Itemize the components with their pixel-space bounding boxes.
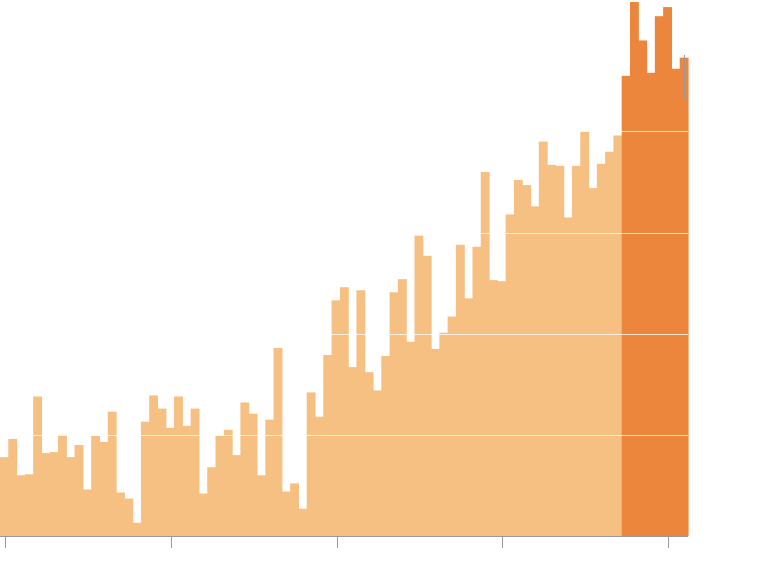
bar-26: [215, 435, 225, 536]
bar-8: [66, 457, 76, 536]
gridlines: [0, 131, 688, 436]
bar-1: [8, 438, 18, 536]
bar-6: [49, 452, 59, 536]
bar-17: [140, 421, 150, 536]
bar-55: [455, 244, 465, 537]
bar-59: [489, 280, 498, 536]
bar-0: [0, 457, 9, 536]
bar-14: [116, 492, 125, 536]
bar-30: [248, 413, 258, 536]
bar-52: [431, 348, 440, 536]
bar-46: [381, 355, 391, 536]
bar-7: [58, 434, 67, 536]
bar-24: [198, 493, 208, 536]
bar-70: [580, 131, 590, 536]
bar-15: [124, 498, 134, 536]
bar-2: [16, 475, 26, 536]
bar-3: [24, 474, 34, 536]
bar-21: [174, 396, 183, 536]
bar-61: [505, 214, 515, 536]
bar-25: [207, 467, 217, 536]
bar-62: [513, 180, 523, 536]
bar-12: [99, 441, 109, 536]
bar-32: [265, 419, 275, 536]
bar-77: [638, 40, 648, 536]
bar-82: [679, 57, 689, 537]
bar-56: [464, 298, 474, 536]
bar-18: [149, 395, 159, 536]
bar-34: [281, 491, 291, 536]
bar-69: [571, 165, 581, 537]
bar-9: [74, 444, 84, 536]
bar-78: [646, 72, 656, 536]
bar-45: [373, 390, 382, 536]
bar-28: [232, 455, 241, 536]
bar-66: [547, 164, 556, 536]
bar-74: [613, 135, 623, 536]
bar-39: [323, 354, 333, 536]
bar-58: [480, 171, 490, 537]
bar-79: [654, 16, 664, 537]
bar-10: [82, 489, 92, 536]
bar-37: [306, 392, 316, 536]
bar-4: [33, 396, 43, 536]
bar-65: [538, 141, 548, 536]
bar-64: [530, 206, 540, 536]
bar-20: [165, 427, 175, 536]
bar-71: [588, 188, 598, 537]
bar-54: [447, 316, 457, 536]
bar-11: [91, 435, 101, 536]
bar-60: [497, 281, 507, 536]
bar-40: [331, 300, 341, 536]
bar-42: [348, 367, 358, 536]
bar-43: [356, 290, 366, 536]
bar-48: [397, 279, 407, 536]
bar-47: [389, 292, 399, 536]
bar-36: [298, 508, 308, 536]
bar-63: [522, 185, 532, 536]
bar-76: [629, 2, 639, 536]
bar-81: [671, 68, 681, 537]
bars-layer: [0, 2, 689, 537]
x-axis: [0, 55, 688, 548]
bar-73: [605, 151, 614, 536]
bar-35: [290, 483, 300, 536]
bar-80: [663, 7, 673, 536]
bar-53: [439, 332, 449, 536]
bar-44: [364, 372, 374, 536]
bar-5: [41, 453, 51, 536]
bar-23: [190, 408, 200, 536]
bar-57: [472, 246, 482, 536]
bar-29: [240, 402, 250, 536]
bar-13: [107, 411, 117, 536]
bar-67: [555, 165, 565, 537]
bar-27: [223, 429, 233, 536]
bar-68: [563, 217, 573, 536]
bar-49: [406, 341, 416, 536]
bar-22: [182, 425, 192, 536]
bar-72: [596, 163, 606, 536]
bar-33: [273, 347, 283, 536]
bar-75: [621, 75, 631, 536]
bar-51: [422, 255, 432, 537]
bar-19: [157, 408, 167, 536]
bar-50: [414, 235, 424, 536]
bar-31: [256, 475, 266, 536]
bar-16: [132, 522, 142, 536]
bar-38: [314, 416, 324, 536]
bar-41: [339, 287, 349, 536]
